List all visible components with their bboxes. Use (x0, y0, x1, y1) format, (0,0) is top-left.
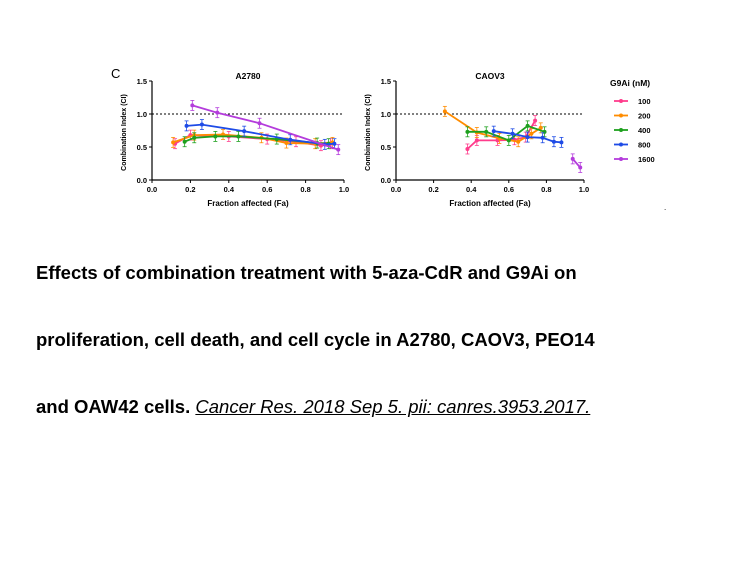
data-point (506, 138, 511, 143)
data-point (336, 147, 341, 152)
data-point (215, 110, 220, 115)
data-point (288, 137, 293, 142)
series-line (192, 104, 339, 151)
data-point (213, 134, 218, 139)
data-point (171, 140, 176, 145)
legend-label: 400 (638, 126, 651, 135)
x-axis-label: Fraction affected (Fa) (207, 199, 289, 208)
x-axis-label: Fraction affected (Fa) (449, 199, 531, 208)
legend-marker (619, 113, 623, 118)
legend-label: 800 (638, 141, 651, 150)
data-point (510, 131, 515, 136)
caption-line-3-text: and OAW42 cells. (36, 396, 196, 417)
data-point (442, 109, 447, 114)
combination-index-figure: C 0.0 0.2 0.4 0.6 0.8 1.0 0.0 0.5 1.0 1.5 A2780 Fra… (111, 66, 666, 212)
data-point (192, 135, 197, 140)
data-point (525, 135, 530, 140)
series-800 (491, 125, 564, 148)
panel-label: C (111, 66, 120, 81)
legend-item-800: 800 (614, 141, 651, 150)
data-point (578, 165, 583, 170)
series-line (466, 120, 536, 150)
data-point (533, 118, 538, 123)
data-point (182, 139, 187, 144)
legend-marker (619, 157, 623, 161)
y-tick-label: 1.0 (381, 110, 391, 119)
data-point (242, 129, 247, 134)
legend-label: 200 (638, 112, 651, 121)
caption-line-1: Effects of combination treatment with 5-… (36, 262, 577, 283)
x-tick-label: 0.6 (262, 185, 272, 194)
legend-marker (619, 142, 623, 147)
x-tick-label: 0.6 (504, 185, 514, 194)
legend-marker (619, 99, 623, 103)
x-tick-label: 0.2 (428, 185, 438, 194)
y-tick-label: 0.0 (137, 176, 147, 185)
caption-line-2: proliferation, cell death, and cell cycl… (36, 329, 595, 350)
data-point (538, 125, 543, 130)
legend-label: 100 (638, 97, 651, 106)
y-tick-label: 1.5 (381, 77, 391, 86)
data-point (257, 121, 262, 126)
data-point (551, 139, 556, 144)
y-axis-label: Combination Index (CI) (121, 94, 128, 171)
y-tick-label: 1.0 (137, 110, 147, 119)
data-point (236, 134, 241, 139)
legend-marker (619, 128, 623, 132)
legend-item-200: 200 (614, 112, 651, 121)
legend-item-400: 400 (614, 126, 651, 135)
legend-label: 1600 (638, 155, 655, 164)
y-axis-label: Combination Index (CI) (365, 94, 372, 171)
x-tick-label: 1.0 (579, 185, 589, 194)
chart-caov3: 0.0 0.2 0.4 0.6 0.8 1.0 0.0 0.5 1.0 1.5 CAOV3 Fract… (365, 71, 589, 208)
y-tick-label: 1.5 (137, 77, 147, 86)
chart-title: A2780 (235, 71, 260, 81)
citation-link[interactable]: Cancer Res. 2018 Sep 5. pii: canres.3953… (195, 396, 591, 417)
x-tick-label: 0.0 (147, 185, 157, 194)
x-tick-label: 0.2 (185, 185, 195, 194)
legend-title: G9Ai (nM) (610, 78, 650, 88)
series-1600 (570, 153, 583, 173)
x-tick-label: 0.8 (300, 185, 310, 194)
x-tick-label: 0.4 (466, 185, 477, 194)
data-point (184, 123, 189, 128)
data-point (542, 129, 547, 134)
series-400 (465, 120, 547, 146)
data-point (190, 103, 195, 108)
data-point (465, 129, 470, 134)
x-tick-label: 0.8 (541, 185, 551, 194)
data-point (465, 146, 470, 151)
chart-title: CAOV3 (475, 71, 505, 81)
data-point (540, 135, 545, 140)
data-point (525, 123, 530, 128)
data-point (570, 156, 575, 161)
y-tick-label: 0.5 (381, 143, 391, 152)
y-tick-label: 0.0 (381, 176, 391, 185)
data-point (199, 122, 204, 127)
data-point (484, 129, 489, 134)
x-tick-label: 0.0 (391, 185, 401, 194)
legend-item-1600: 1600 (614, 155, 655, 164)
legend-item-100: 100 (614, 97, 651, 106)
chart-legend: G9Ai (nM) 100 200 400 800 1600 (610, 78, 655, 164)
y-tick-label: 0.5 (137, 143, 147, 152)
caption-line-3: and OAW42 cells. Cancer Res. 2018 Sep 5.… (36, 396, 590, 418)
stray-dot: . (664, 203, 666, 212)
data-point (332, 141, 337, 146)
data-point (516, 139, 521, 144)
data-point (491, 129, 496, 134)
series-100 (465, 115, 538, 155)
data-point (474, 138, 479, 143)
chart-a2780: 0.0 0.2 0.4 0.6 0.8 1.0 0.0 0.5 1.0 1.5 A2780 Fract… (121, 71, 349, 208)
x-tick-label: 1.0 (339, 185, 349, 194)
data-point (559, 140, 564, 145)
data-point (221, 132, 226, 137)
data-point (284, 141, 289, 146)
x-tick-label: 0.4 (224, 185, 235, 194)
series-1600 (190, 100, 341, 156)
data-point (529, 131, 534, 136)
